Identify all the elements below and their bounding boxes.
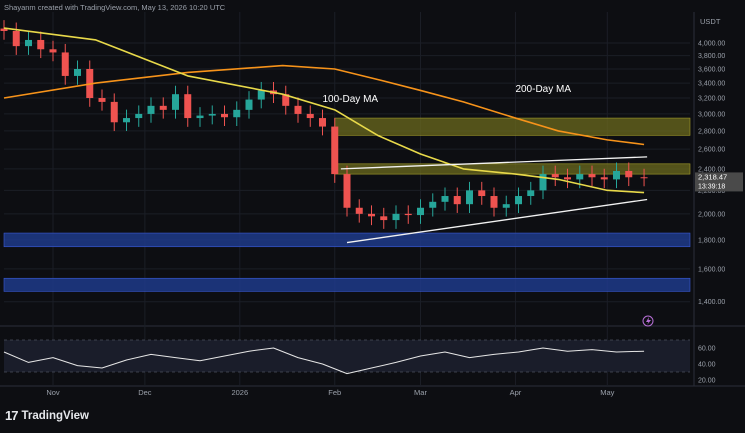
y-tick-label: 3,400.00 [698,81,725,88]
candle-body [49,49,57,53]
candle-body [527,190,535,197]
candle-body [576,174,584,180]
candle-body [551,174,559,178]
candle-body [147,105,155,114]
support-zone-upper [3,232,691,248]
candle-body [98,98,106,102]
y-tick-label: 1,600.00 [698,266,725,273]
candle-body [110,101,118,123]
tradingview-logo-icon: 17 [5,408,19,423]
last-price-box [695,172,743,192]
x-tick-label: 2026 [231,388,248,397]
last-price-label: 2,318.47 [698,172,727,181]
candle-body [245,99,253,110]
ma200-line [3,64,645,146]
candle-body [640,177,648,179]
chart-header-caption: Shayanm created with TradingView.com, Ma… [4,3,226,12]
candle-body [319,118,326,127]
rsi-y-tick-label: 20.00 [698,378,716,385]
y-tick-label: 1,400.00 [698,299,725,306]
tradingview-wordmark: TradingView [21,409,89,422]
candle-body [600,177,608,180]
candle-body [404,213,412,216]
candle-body [221,113,228,118]
tradingview-brand[interactable]: 17 TradingView [5,408,89,423]
candle-body [37,39,45,50]
y-axis-unit-label: USDT [700,17,721,26]
candle-body [0,28,8,32]
alert-lightning-icon [642,315,654,327]
candle-body [490,196,498,208]
candle-body [441,196,449,202]
candle-body [25,39,32,47]
candle-body [74,68,81,76]
candle-body [502,204,510,208]
y-tick-label: 2,000.00 [698,211,725,218]
candle-body [368,213,375,217]
rsi-y-tick-label: 60.00 [698,346,716,353]
candle-body [12,31,20,47]
annotation-200-day-ma: 200-Day MA [515,84,571,95]
candle-body [208,113,216,116]
candle-body [306,113,314,119]
candle-body [429,201,437,208]
candle-body [331,126,339,175]
x-tick-label: Mar [414,388,427,397]
rsi-band [4,340,690,372]
ma100-line [3,27,645,194]
candle-body [392,213,400,221]
candle-body [123,118,130,123]
candle-body [172,94,179,110]
candle-body [539,174,547,191]
rsi-line [3,347,645,375]
candle-body [613,170,620,180]
alert-lightning-bolt [646,317,651,325]
y-tick-label: 3,200.00 [698,96,725,103]
candle-body [184,94,192,119]
candle-body [564,177,571,180]
candle-body [417,207,424,216]
y-tick-label: 2,600.00 [698,147,725,154]
channel-top [340,156,648,170]
candle-body [135,113,143,119]
candle-body [343,174,351,208]
resistance-zone-upper [334,117,691,136]
resistance-zone-lower [334,163,691,175]
channel-bottom [346,198,648,244]
support-zone-lower [3,277,691,292]
candle-body [61,52,69,76]
y-tick-label: 3,600.00 [698,66,725,73]
y-tick-label: 3,000.00 [698,111,725,118]
candle-body [294,105,302,114]
candle-body [196,115,204,119]
candle-body [159,105,167,110]
rsi-y-tick-label: 40.00 [698,362,716,369]
alert-lightning-circle [642,315,654,327]
y-tick-label: 4,000.00 [698,41,725,48]
candle-body [355,207,363,214]
x-tick-label: Nov [46,388,60,397]
candle-body [257,90,265,100]
candle-countdown-label: 13:39:18 [698,183,725,190]
x-tick-label: Dec [138,388,152,397]
candle-body [380,216,388,221]
candle-body [515,196,522,205]
annotation-100-day-ma: 100-Day MA [323,94,379,105]
y-tick-label: 2,400.00 [698,166,725,173]
candle-body [233,109,241,118]
y-tick-label: 3,800.00 [698,53,725,60]
candle-body [588,174,596,178]
x-tick-label: Apr [510,388,522,397]
candle-body [625,170,633,178]
candle-body [282,94,290,106]
candle-body [453,196,461,205]
y-tick-label: 2,800.00 [698,128,725,135]
candle-body [478,190,486,197]
candle-body [466,190,473,205]
y-tick-label: 1,800.00 [698,237,725,244]
x-tick-label: May [600,388,614,397]
x-tick-label: Feb [328,388,341,397]
